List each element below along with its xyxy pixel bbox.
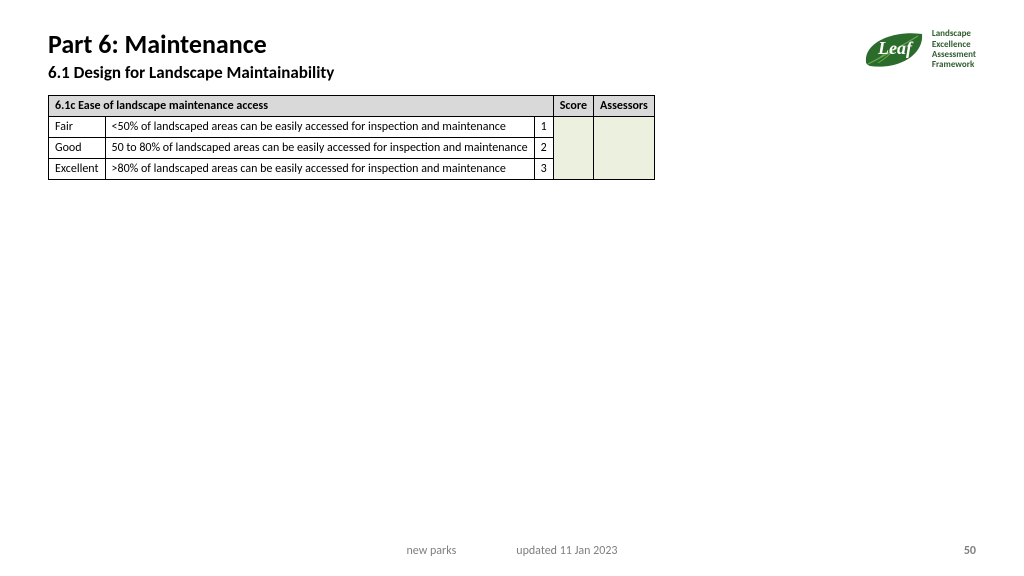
logo-line-4: Framework [932, 60, 976, 70]
value-cell: 1 [534, 117, 553, 138]
leaf-logo: Leaf Landscape Excellence Assessment Fra… [860, 28, 976, 72]
score-input-cell[interactable] [553, 117, 593, 180]
footer: new parks updated 11 Jan 2023 50 [0, 544, 1024, 558]
footer-updated: updated 11 Jan 2023 [516, 544, 617, 558]
part-title: Part 6: Maintenance [48, 28, 860, 60]
footer-context: new parks [406, 544, 456, 558]
desc-cell: >80% of landscaped areas can be easily a… [105, 159, 534, 180]
criteria-table: 6.1c Ease of landscape maintenance acces… [48, 95, 655, 180]
subsection-title: 6.1 Design for Landscape Maintainability [48, 62, 860, 83]
rating-cell: Excellent [49, 159, 106, 180]
header-row: Part 6: Maintenance 6.1 Design for Lands… [48, 28, 976, 95]
page-number: 50 [964, 544, 976, 558]
slide-page: Part 6: Maintenance 6.1 Design for Lands… [0, 0, 1024, 576]
table-row: Fair <50% of landscaped areas can be eas… [49, 117, 655, 138]
rating-cell: Fair [49, 117, 106, 138]
value-cell: 3 [534, 159, 553, 180]
logo-tagline: Landscape Excellence Assessment Framewor… [932, 29, 976, 70]
title-block: Part 6: Maintenance 6.1 Design for Lands… [48, 28, 860, 95]
desc-cell: <50% of landscaped areas can be easily a… [105, 117, 534, 138]
leaf-icon: Leaf [860, 28, 928, 72]
rating-cell: Good [49, 138, 106, 159]
score-header: Score [553, 96, 593, 117]
assessors-input-cell[interactable] [594, 117, 655, 180]
table-header-row: 6.1c Ease of landscape maintenance acces… [49, 96, 655, 117]
value-cell: 2 [534, 138, 553, 159]
logo-brand-text: Leaf [877, 38, 914, 58]
criterion-header: 6.1c Ease of landscape maintenance acces… [49, 96, 554, 117]
desc-cell: 50 to 80% of landscaped areas can be eas… [105, 138, 534, 159]
assessors-header: Assessors [594, 96, 655, 117]
footer-center: new parks updated 11 Jan 2023 [0, 544, 1024, 558]
